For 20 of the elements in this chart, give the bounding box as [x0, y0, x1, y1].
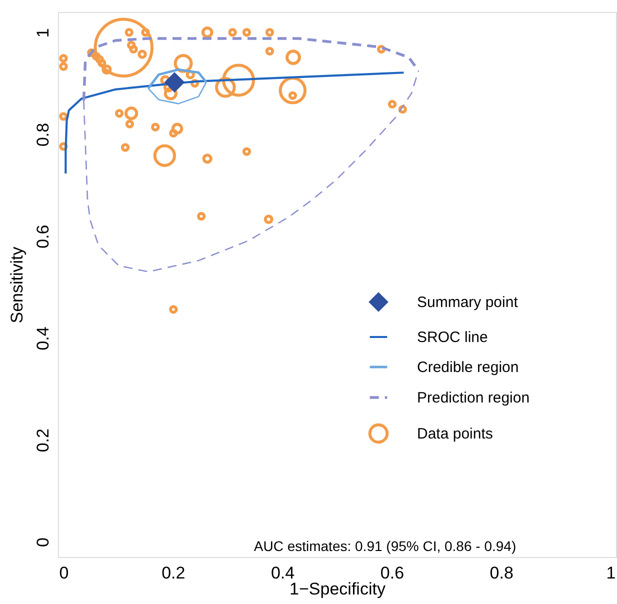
y-tick-label: 0.2	[34, 428, 52, 452]
y-tick-label: 0.6	[34, 224, 52, 248]
x-tick-label: 0.8	[490, 564, 514, 582]
y-tick-label: 0	[34, 537, 52, 547]
y-axis-title: Sensitivity	[8, 246, 26, 324]
legend-label: Summary point	[417, 294, 519, 311]
legend-label: Data points	[417, 426, 493, 442]
x-tick-label: 1	[606, 564, 616, 582]
y-tick-label: 0.8	[34, 122, 52, 147]
x-tick-label: 0.6	[380, 564, 404, 582]
legend-label: SROC line	[417, 329, 488, 346]
x-tick-label: 0.4	[270, 564, 295, 582]
legend-label: Credible region	[417, 359, 519, 376]
y-tick-label: 0.4	[34, 326, 52, 350]
x-tick-label: 0.2	[162, 564, 186, 582]
x-tick-label: 0	[59, 564, 69, 582]
annotation: AUC estimates: 0.91 (95% CI, 0.86 - 0.94)	[254, 538, 516, 554]
legend-label: Prediction region	[417, 390, 530, 406]
y-tick-label: 1	[34, 28, 52, 38]
x-axis-title: 1−Specificity	[290, 580, 386, 598]
